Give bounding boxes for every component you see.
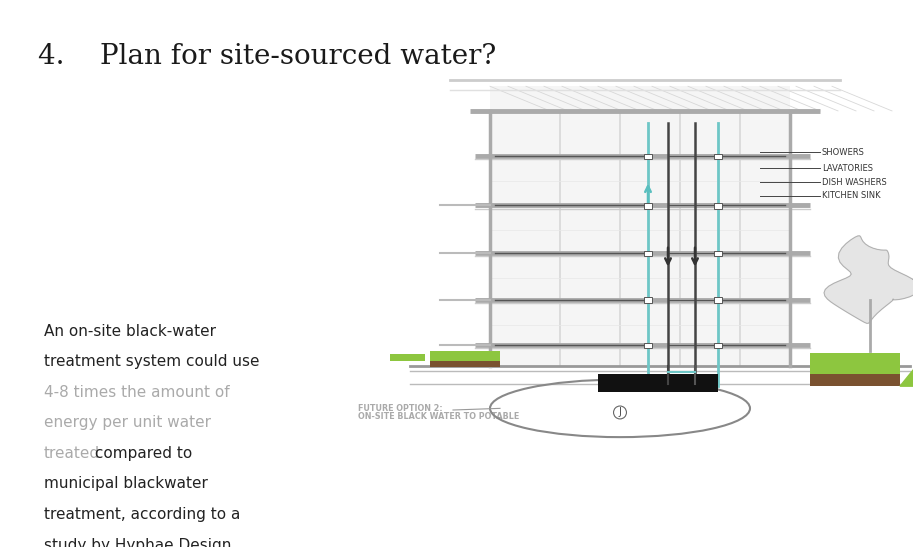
Bar [430, 360, 500, 367]
Bar [714, 154, 722, 159]
Bar [810, 353, 900, 374]
Text: energy per unit water: energy per unit water [44, 415, 211, 430]
Bar [644, 298, 652, 303]
Text: treatment system could use: treatment system could use [44, 354, 259, 369]
Text: DISH WASHERS: DISH WASHERS [822, 178, 887, 187]
Text: J: J [619, 408, 622, 417]
Polygon shape [824, 236, 913, 323]
Bar [714, 298, 722, 303]
Text: treatment, according to a: treatment, according to a [44, 507, 240, 522]
Text: KITCHEN SINK: KITCHEN SINK [822, 191, 881, 200]
Text: An on-site black-water: An on-site black-water [44, 324, 215, 339]
Text: treated: treated [44, 446, 100, 461]
Bar [644, 251, 652, 257]
Bar [644, 154, 652, 159]
Bar [644, 342, 652, 348]
Bar [810, 374, 900, 386]
Bar [644, 203, 652, 209]
Bar [490, 86, 790, 365]
Bar [430, 351, 500, 360]
Bar [390, 354, 425, 360]
Text: SHOWERS: SHOWERS [822, 148, 865, 156]
Text: LAVATORIES: LAVATORIES [822, 164, 873, 173]
Bar [714, 251, 722, 257]
Text: 4.    Plan for site-sourced water?: 4. Plan for site-sourced water? [38, 43, 497, 69]
Bar [714, 342, 722, 348]
Text: FUTURE OPTION 2:: FUTURE OPTION 2: [358, 404, 443, 413]
Polygon shape [900, 362, 913, 386]
Text: compared to: compared to [89, 446, 192, 461]
Bar [598, 374, 718, 392]
Text: ON-SITE BLACK WATER TO POTABLE: ON-SITE BLACK WATER TO POTABLE [358, 412, 519, 421]
Text: municipal blackwater: municipal blackwater [44, 476, 207, 491]
Text: 4-8 times the amount of: 4-8 times the amount of [44, 385, 229, 400]
Text: study by Hyphae Design.: study by Hyphae Design. [44, 538, 236, 547]
Bar [714, 203, 722, 209]
